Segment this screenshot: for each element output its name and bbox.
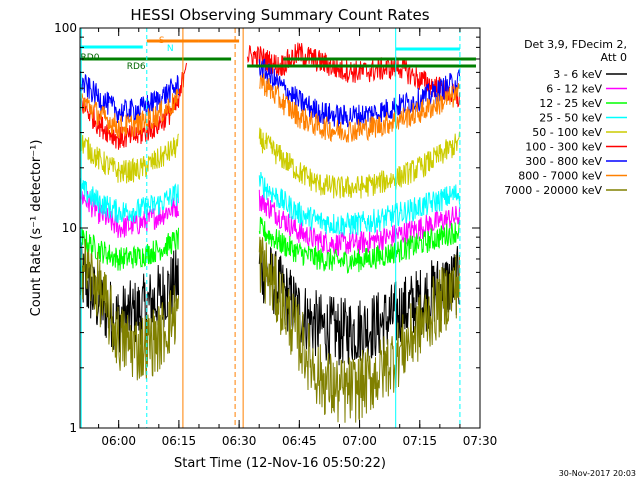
x-axis-label: Start Time (12-Nov-16 05:50:22) xyxy=(174,456,386,471)
legend: Det 3,9, FDecim 2, Att 0 3 - 6 keV 6 - 12… xyxy=(504,38,627,197)
legend-label-7: 300 - 800 keV xyxy=(525,155,602,168)
legend-label-6: 100 - 300 keV xyxy=(525,141,602,154)
flag-label-n: N xyxy=(167,44,174,54)
legend-label-9: 7000 - 20000 keV xyxy=(504,184,602,197)
legend-label-5: 50 - 100 keV xyxy=(532,126,602,139)
legend-label-4: 25 - 50 keV xyxy=(539,112,602,125)
x-tick-label-6: 07:30 xyxy=(463,434,498,448)
legend-header-line-1: Det 3,9, FDecim 2, xyxy=(524,38,627,51)
x-tick-label-4: 07:00 xyxy=(342,434,377,448)
flag-label-rd6: RD6 xyxy=(127,62,146,72)
x-tick-label-3: 06:45 xyxy=(282,434,317,448)
legend-label-2: 6 - 12 keV xyxy=(546,83,602,96)
y-tick-labels: 1 10 100 xyxy=(54,21,77,435)
x-tick-label-1: 06:15 xyxy=(162,434,197,448)
x-tick-label-5: 07:15 xyxy=(402,434,437,448)
series-line-7 xyxy=(79,58,460,129)
x-tick-labels: 06:00 06:15 06:30 06:45 07:00 07:15 07:30 xyxy=(101,434,497,448)
x-tick-label-2: 06:30 xyxy=(222,434,257,448)
series-line-4 xyxy=(79,171,460,236)
series-group xyxy=(79,42,460,423)
legend-label-8: 800 - 7000 keV xyxy=(518,170,602,183)
flags-group: SN RD0 RD6 xyxy=(80,28,476,428)
y-tick-label-1: 10 xyxy=(62,221,77,235)
y-tick-label-0: 1 xyxy=(69,421,77,435)
axes-group xyxy=(79,27,481,429)
chart-title: HESSI Observing Summary Count Rates xyxy=(130,6,429,24)
y-tick-label-2: 100 xyxy=(54,21,77,35)
legend-label-3: 12 - 25 keV xyxy=(539,97,602,110)
series-line-6 xyxy=(79,42,460,150)
series-line-8 xyxy=(79,73,460,143)
flag-label-rd0: RD0 xyxy=(81,53,100,63)
legend-header-line-2: Att 0 xyxy=(601,51,627,64)
series-line-5 xyxy=(79,127,460,199)
x-tick-label-0: 06:00 xyxy=(101,434,136,448)
y-axis-label: Count Rate (s⁻¹ detector⁻¹) xyxy=(29,140,44,317)
series-line-3 xyxy=(79,216,460,274)
legend-label-1: 3 - 6 keV xyxy=(553,68,602,81)
date-stamp: 30-Nov-2017 20:03 xyxy=(559,469,636,478)
flag-label-s: S xyxy=(159,36,165,46)
